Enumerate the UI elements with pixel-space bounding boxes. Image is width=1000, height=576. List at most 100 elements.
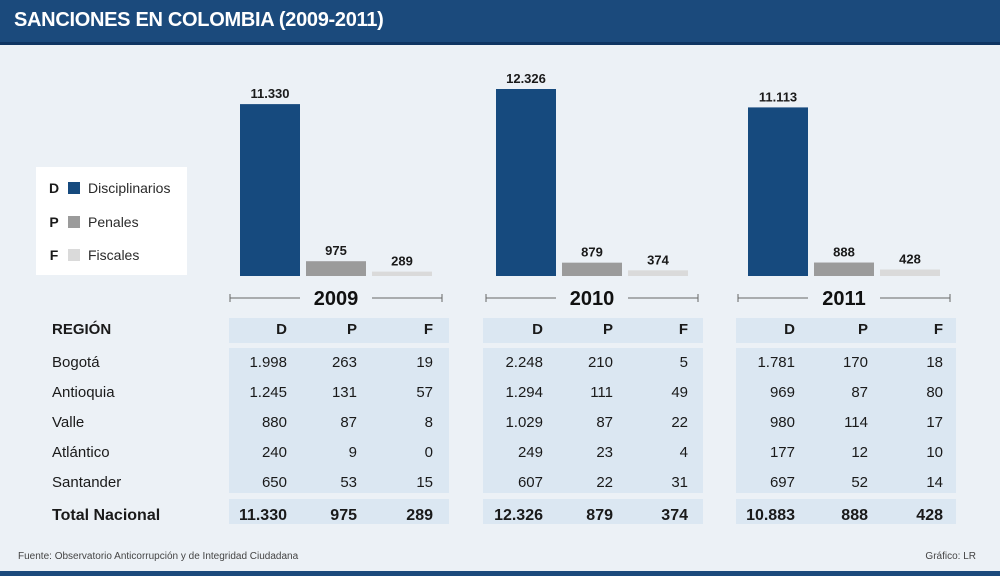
column-header: F bbox=[933, 321, 943, 338]
column-header: D bbox=[276, 321, 287, 338]
legend-key: P bbox=[49, 214, 59, 230]
legend-item-d: D Disciplinarios bbox=[36, 178, 171, 198]
table-cell: 19 bbox=[416, 354, 433, 371]
bar-value-label: 879 bbox=[581, 245, 603, 260]
table-cell: 31 bbox=[671, 474, 688, 491]
region-header: REGIÓN bbox=[52, 321, 112, 338]
credit-note: Gráfico: LR bbox=[925, 551, 976, 562]
year-label-2011: 2011 bbox=[822, 288, 865, 310]
table-cell: 87 bbox=[596, 414, 613, 431]
bar-value-label: 374 bbox=[647, 252, 669, 267]
region-name: Atlántico bbox=[52, 444, 110, 461]
bar-value-label: 428 bbox=[899, 252, 921, 267]
legend-swatch-d bbox=[68, 182, 80, 194]
year-column-bg bbox=[483, 348, 703, 493]
header-bar: SANCIONES EN COLOMBIA (2009-2011) bbox=[0, 0, 1000, 45]
footer-line bbox=[0, 571, 1000, 576]
column-header: F bbox=[678, 321, 688, 338]
table-cell: 57 bbox=[416, 384, 433, 401]
total-cell: 11.330 bbox=[238, 507, 287, 524]
bar-d-2009 bbox=[240, 104, 300, 276]
table-cell: 18 bbox=[926, 354, 943, 371]
total-cell: 12.326 bbox=[494, 507, 543, 524]
table-cell: 15 bbox=[416, 474, 433, 491]
table-cell: 23 bbox=[596, 444, 613, 461]
year-column-bg bbox=[229, 499, 449, 524]
column-header: P bbox=[346, 321, 357, 338]
table-cell: 1.294 bbox=[505, 384, 543, 401]
legend-key: D bbox=[48, 180, 60, 196]
total-cell: 879 bbox=[586, 507, 613, 524]
column-header: P bbox=[602, 321, 613, 338]
table-cell: 87 bbox=[851, 384, 868, 401]
bar-f-2009 bbox=[372, 271, 432, 276]
table-cell: 1.245 bbox=[249, 384, 287, 401]
table-cell: 249 bbox=[517, 444, 543, 461]
table-cell: 9 bbox=[348, 444, 357, 461]
total-cell: 975 bbox=[330, 507, 357, 524]
table-cell: 240 bbox=[261, 444, 287, 461]
table-cell: 210 bbox=[587, 354, 613, 371]
year-column-bg bbox=[736, 348, 956, 493]
page-title: SANCIONES EN COLOMBIA (2009-2011) bbox=[14, 9, 384, 31]
table-cell: 4 bbox=[679, 444, 688, 461]
year-label-2009: 2009 bbox=[314, 288, 359, 310]
total-cell: 888 bbox=[841, 507, 868, 524]
total-cell: 428 bbox=[916, 507, 943, 524]
table-cell: 87 bbox=[340, 414, 357, 431]
bar-value-label: 11.330 bbox=[250, 86, 289, 101]
table-cell: 697 bbox=[769, 474, 795, 491]
bar-value-label: 888 bbox=[833, 245, 855, 260]
legend-item-f: F Fiscales bbox=[36, 245, 140, 265]
legend-swatch-p bbox=[68, 216, 80, 228]
table-cell: 10 bbox=[926, 444, 943, 461]
table-cell: 80 bbox=[926, 384, 943, 401]
year-column-bg bbox=[229, 318, 449, 343]
year-column-bg bbox=[736, 499, 956, 524]
table-cell: 177 bbox=[769, 444, 795, 461]
column-header: P bbox=[857, 321, 868, 338]
table-cell: 12 bbox=[851, 444, 868, 461]
bar-p-2010 bbox=[562, 262, 622, 276]
bar-chart: 11.330 975 289 2009 12.326 879 374 2010 11.113 88… bbox=[229, 71, 951, 310]
year-column-bg bbox=[483, 318, 703, 343]
region-name: Valle bbox=[52, 414, 85, 431]
table-cell: 607 bbox=[517, 474, 543, 491]
bar-value-label: 975 bbox=[325, 243, 347, 258]
source-note: Fuente: Observatorio Anticorrupción y de… bbox=[18, 551, 299, 562]
column-header: D bbox=[784, 321, 795, 338]
total-cell: 289 bbox=[406, 507, 433, 524]
bar-p-2011 bbox=[814, 262, 874, 276]
table-cell: 17 bbox=[926, 414, 943, 431]
bar-f-2010 bbox=[628, 270, 688, 276]
table-cell: 111 bbox=[590, 384, 613, 401]
table-cell: 0 bbox=[424, 444, 433, 461]
bar-value-label: 11.113 bbox=[759, 89, 797, 104]
table-cell: 131 bbox=[331, 384, 357, 401]
table-cell: 14 bbox=[926, 474, 943, 491]
legend-label: Fiscales bbox=[88, 247, 140, 263]
table-cell: 22 bbox=[671, 414, 688, 431]
table-cell: 170 bbox=[842, 354, 868, 371]
bar-value-label: 289 bbox=[391, 254, 413, 269]
table-cell: 1.998 bbox=[249, 354, 287, 371]
table-cell: 8 bbox=[424, 414, 433, 431]
bar-f-2011 bbox=[880, 269, 940, 276]
table-cell: 22 bbox=[596, 474, 613, 491]
table-cell: 263 bbox=[331, 354, 357, 371]
total-cell: 10.883 bbox=[746, 507, 795, 524]
region-name: Bogotá bbox=[52, 354, 100, 371]
table-cell: 53 bbox=[340, 474, 357, 491]
total-cell: 374 bbox=[661, 507, 688, 524]
total-label: Total Nacional bbox=[52, 507, 161, 524]
column-header: D bbox=[532, 321, 543, 338]
legend: D Disciplinarios P Penales F Fiscales bbox=[36, 167, 187, 275]
table-cell: 114 bbox=[844, 414, 868, 431]
legend-label: Disciplinarios bbox=[88, 180, 171, 196]
year-column-bg bbox=[736, 318, 956, 343]
table-cell: 969 bbox=[769, 384, 795, 401]
year-column-bg bbox=[229, 348, 449, 493]
bar-d-2011 bbox=[748, 107, 808, 276]
table-cell: 1.781 bbox=[757, 354, 795, 371]
year-column-bg bbox=[483, 499, 703, 524]
